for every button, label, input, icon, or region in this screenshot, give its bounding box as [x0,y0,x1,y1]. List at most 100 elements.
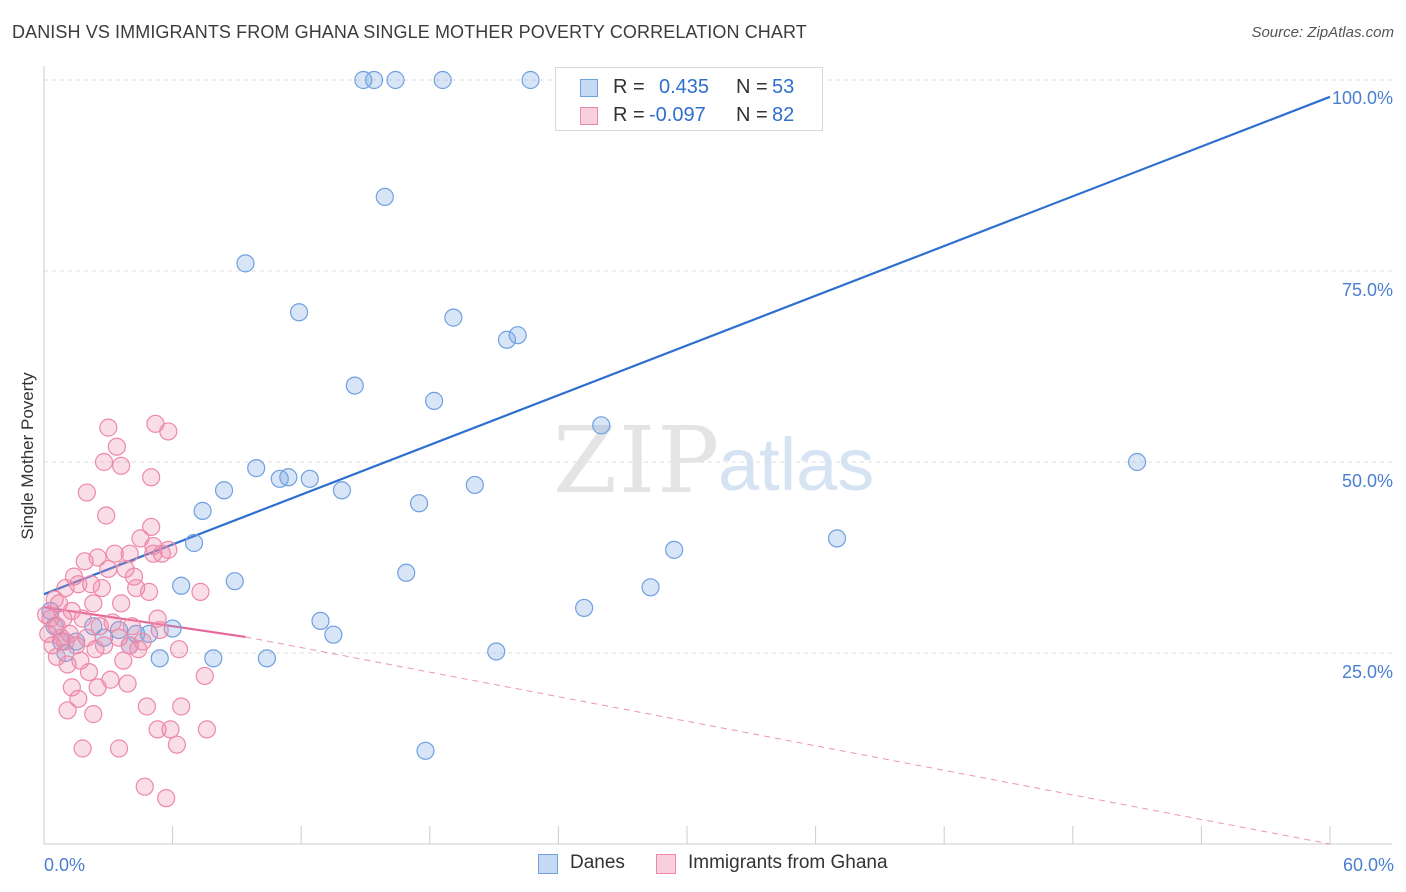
danes-point [324,625,343,644]
danes-point [300,469,319,488]
danes-point [257,649,277,668]
ghana-point [101,670,120,689]
ghana-point [197,720,216,739]
danes-swatch [580,79,598,97]
ghana-point [109,739,129,758]
danes-point [465,475,484,495]
stats-legend-row-ghana: R = -0.097 N = 82 [556,102,822,130]
danes-point [521,70,540,90]
ghana-point [73,739,92,758]
ghana-point [135,777,154,796]
ghana-point [86,640,105,659]
ghana-point [94,452,114,472]
danes-point [397,563,416,582]
danes-point [139,624,159,644]
danes-point [424,391,444,410]
danes-point [364,70,384,90]
ghana-point [148,720,167,739]
danes-point [150,649,169,668]
danes-point [386,70,405,90]
danes-legend-swatch [538,854,558,874]
ghana-point [124,567,144,586]
n-value: 53 [772,76,795,98]
ghana-point [191,582,210,601]
ghana-point [195,666,214,686]
danes-point [497,330,517,349]
ghana-point [77,483,96,502]
danes-point [592,416,611,435]
r-label: R = [613,104,645,126]
ghana-point [103,613,122,632]
ghana-point [114,651,133,670]
x-tick-label-max: 60.0% [1343,855,1394,875]
ghana-point [105,544,124,563]
ghana-point [69,575,88,594]
ghana-legend-swatch [656,854,676,874]
r-value: 0.435 [659,76,710,98]
ghana-legend-label: Immigrants from Ghana [688,852,888,873]
ghana-point [84,705,103,724]
ghana-point [120,544,139,563]
ghana-point [79,662,99,682]
watermark-zip: ZIP [553,407,721,514]
danes-point [1127,452,1147,472]
ghana-point [60,624,79,644]
danes-point [575,598,594,618]
ghana-point [159,540,178,559]
ghana-swatch [580,107,598,125]
danes-point [193,501,212,520]
ghana-point [73,609,92,628]
ghana-point [150,620,169,640]
ghana-point [157,789,176,808]
ghana-point [133,632,152,651]
danes-legend-label: Danes [570,852,625,873]
danes-point [172,576,191,595]
ghana-point [169,640,189,659]
danes-point [289,303,309,322]
n-label: N = [736,104,768,126]
danes-point [409,494,429,513]
ghana-point [99,418,118,437]
ghana-point [112,594,131,613]
trend-line-ghana-extension [245,636,1331,845]
danes-point [204,649,223,668]
watermark-atlas: atlas [718,423,874,506]
danes-point [345,376,364,395]
danes-point [214,481,234,500]
ghana-point [82,575,101,594]
ghana-point [62,678,81,697]
ghana-point [159,422,178,441]
ghana-point [161,720,180,739]
danes-point [225,572,244,591]
ghana-point [88,548,107,567]
ghana-point [142,517,161,537]
ghana-point [107,437,126,456]
ghana-point [142,468,161,487]
danes-point [416,741,435,760]
r-label: R = [613,76,645,98]
danes-point [444,308,463,327]
ghana-point [137,697,156,716]
n-value: 82 [772,104,795,126]
ghana-point [69,689,88,708]
ghana-point [148,609,167,628]
ghana-point [92,578,111,598]
y-axis-label: Single Mother Poverty [18,372,37,540]
danes-point [827,529,847,548]
r-value: -0.097 [649,104,706,126]
n-label: N = [736,76,768,98]
ghana-point [139,582,159,601]
ghana-point [112,456,131,475]
danes-point [311,611,330,631]
stats-legend-row-danes: R = 0.435 N = 53 [556,74,822,102]
danes-point [67,632,86,651]
ghana-point [84,594,103,613]
ghana-point [94,636,114,655]
trend-line-danes [43,95,1331,596]
danes-point [433,70,452,90]
danes-point [354,70,373,90]
danes-point [508,326,527,345]
ghana-point [99,559,118,579]
chart-title: DANISH VS IMMIGRANTS FROM GHANA SINGLE M… [12,22,807,42]
